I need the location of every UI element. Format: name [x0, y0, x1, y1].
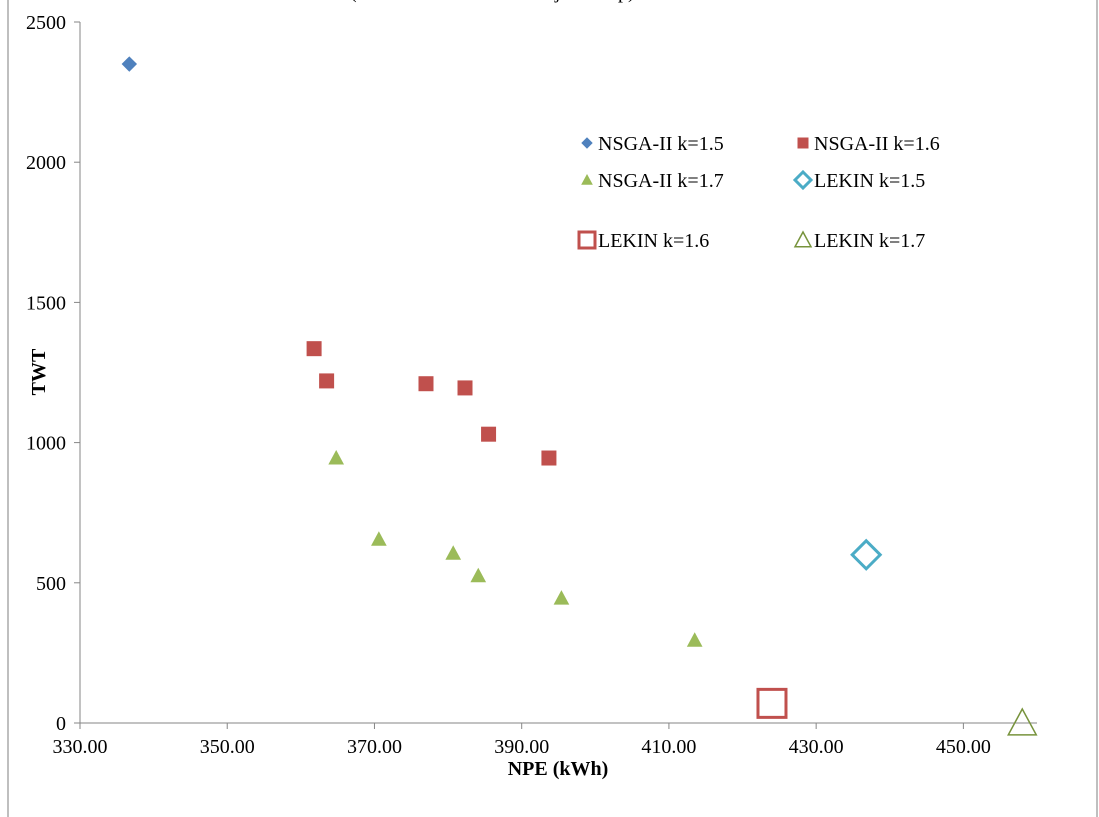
legend-label-2: NSGA-II k=1.7	[598, 170, 724, 192]
legend-label-4: LEKIN k=1.6	[598, 230, 709, 252]
x-tick-label: 430.00	[789, 736, 844, 758]
legend-label-5: LEKIN k=1.7	[814, 230, 925, 252]
legend-marker-1	[797, 137, 809, 149]
y-tick-label: 0	[56, 713, 66, 735]
legend-marker-4	[577, 230, 597, 250]
point-s1-2	[418, 376, 434, 392]
point-s1-0	[306, 341, 322, 357]
point-s2-3	[470, 567, 487, 583]
point-s2-4	[553, 590, 570, 605]
x-tick-label: 410.00	[641, 736, 696, 758]
point-s2-2	[445, 545, 462, 560]
x-tick-label: 390.00	[494, 736, 549, 758]
x-tick-label: 370.00	[347, 736, 402, 758]
point-s1-1	[319, 373, 335, 389]
x-tick-label: 330.00	[53, 736, 108, 758]
y-axis-title: TWT	[28, 348, 50, 395]
y-tick-label: 2500	[26, 12, 66, 34]
chart-title-fragment-2: j	[554, 0, 561, 3]
chart-title: (	[350, 0, 357, 3]
point-s1-5	[541, 450, 557, 466]
legend-marker-0	[581, 137, 593, 149]
point-s4-0	[756, 687, 788, 719]
chart-title-fragment-3: p)	[618, 0, 635, 3]
x-axis-title: NPE (kWh)	[508, 758, 609, 780]
legend-label-3: LEKIN k=1.5	[814, 170, 925, 192]
point-s2-5	[686, 632, 703, 647]
legend-marker-2	[581, 173, 593, 185]
point-s1-3	[457, 380, 473, 396]
x-axis-ticks: 330.00 350.00 370.00 390.00 410.00 430.00 450.…	[53, 723, 991, 758]
data-points	[121, 56, 1038, 736]
y-tick-label: 1000	[26, 433, 66, 455]
point-s1-4	[481, 426, 497, 442]
point-s2-0	[328, 449, 345, 465]
point-s5-0	[1007, 707, 1038, 736]
y-tick-label: 2000	[26, 152, 66, 174]
point-s3-0	[850, 538, 883, 571]
legend-marker-5	[793, 230, 813, 248]
x-tick-label: 450.00	[936, 736, 991, 758]
point-s2-1	[371, 531, 387, 546]
point-s0-0	[121, 56, 138, 72]
legend-label-0: NSGA-II k=1.5	[598, 133, 724, 155]
y-tick-label: 500	[36, 573, 66, 595]
legend-label-1: NSGA-II k=1.6	[814, 133, 940, 155]
y-tick-label: 1500	[26, 292, 66, 314]
y-axis-ticks: 0 500 1000 1500 2000 2500	[26, 12, 80, 735]
x-tick-label: 350.00	[200, 736, 255, 758]
legend-marker-3	[792, 169, 814, 191]
legend: NSGA-II k=1.5 NSGA-II k=1.6 NSGA-II k=1.7 L…	[577, 133, 940, 252]
